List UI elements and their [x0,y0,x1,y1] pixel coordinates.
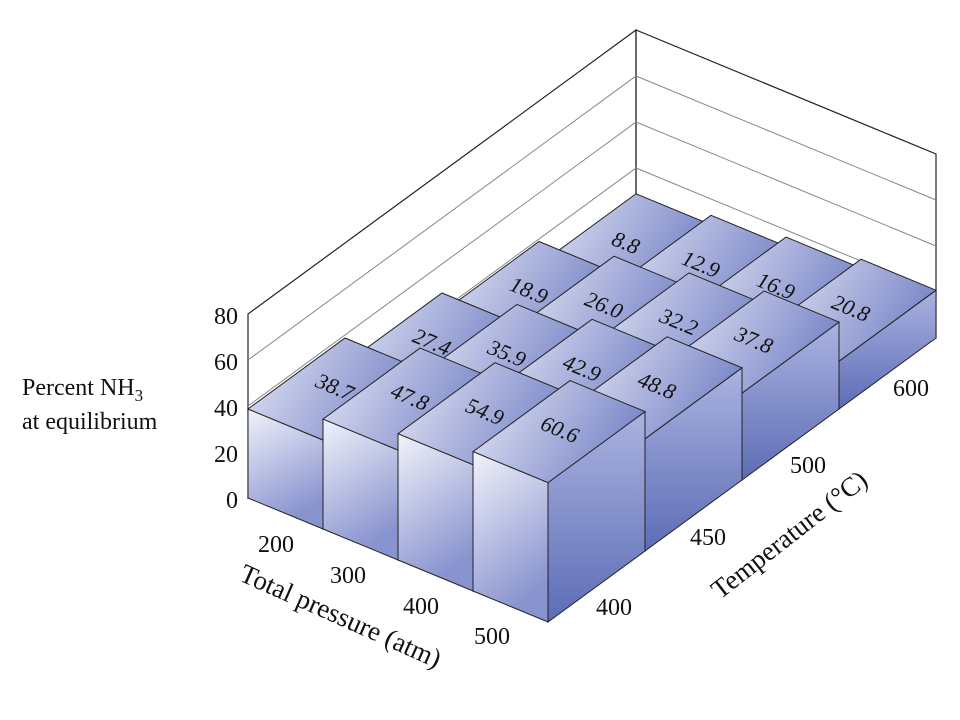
pressure-axis-ticks: 200 300 400 500 [258,532,510,650]
temperature-axis-ticks: 400 450 500 600 [596,376,929,621]
pressure-tick-label: 300 [330,563,366,589]
temperature-tick-label: 500 [790,453,826,479]
gridline [247,75,937,361]
y-axis-ticks: 0 20 40 60 80 [214,304,238,514]
pressure-tick-label: 200 [258,532,294,558]
y-tick-label: 80 [214,304,238,330]
temperature-tick-label: 450 [690,525,726,551]
y-axis-label-main: Percent NH [22,375,135,401]
y-axis-label-line2: at equilibrium [22,409,158,435]
bar [471,380,647,623]
y-tick-label: 20 [214,442,238,468]
bar-top-face [471,380,647,484]
temperature-tick-label: 600 [893,376,929,402]
y-tick-label: 60 [214,350,238,376]
bars [246,193,938,623]
y-axis-label-subscript: 3 [135,386,144,405]
gridline [247,121,937,407]
pressure-tick-label: 500 [474,624,510,650]
temperature-tick-label: 400 [596,595,632,621]
y-tick-label: 40 [214,396,238,422]
y-tick-label: 0 [226,488,238,514]
y-axis-label: Percent NH3 [22,375,143,405]
pressure-tick-label: 400 [403,594,439,620]
